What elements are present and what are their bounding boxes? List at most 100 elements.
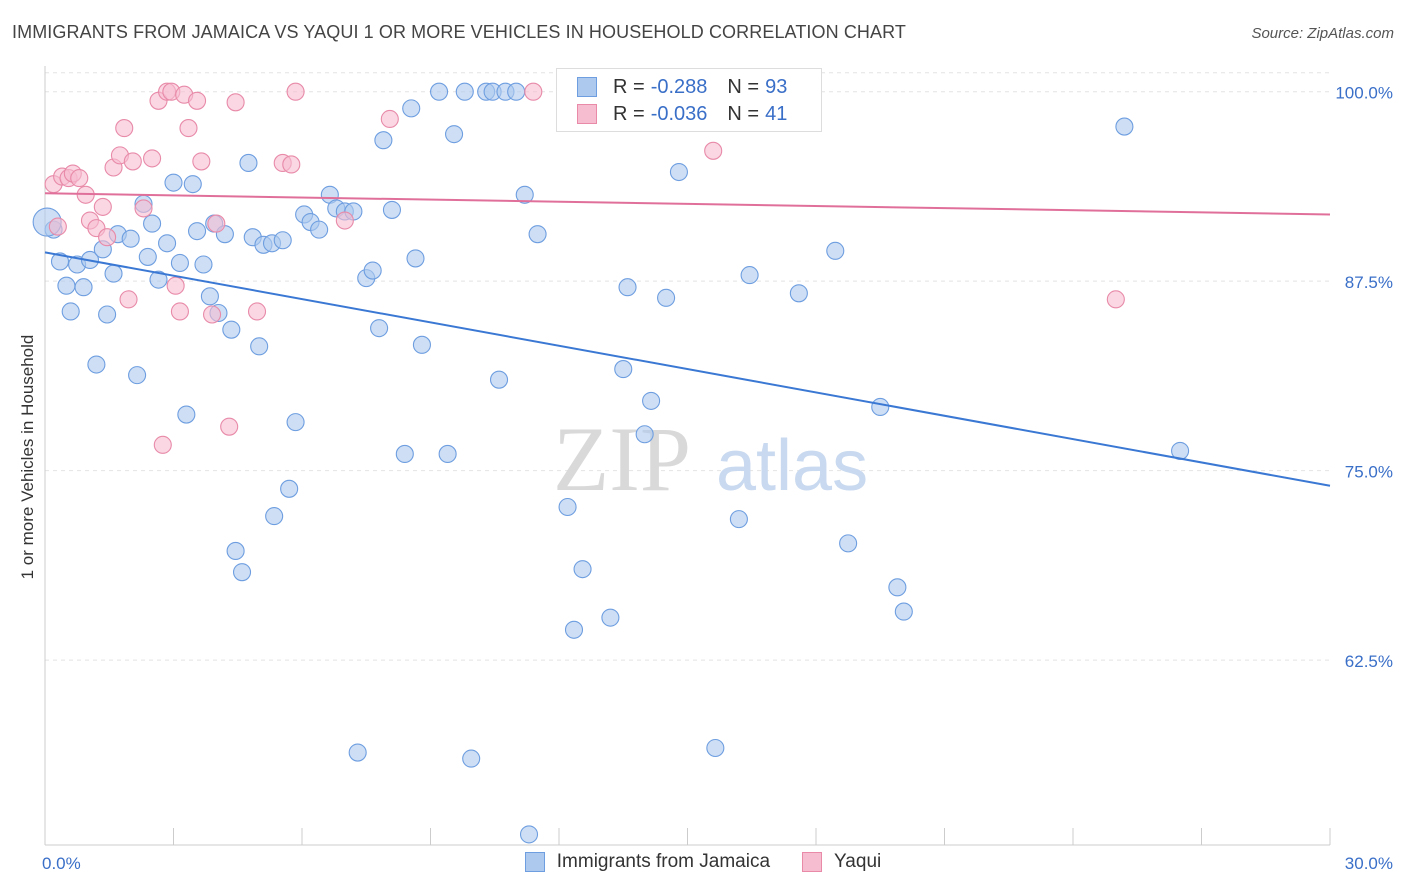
jamaica-point [507, 82, 526, 101]
data-points [32, 82, 1190, 844]
jamaica-point [370, 319, 389, 338]
jamaica-point [406, 249, 425, 268]
yaqui-point [335, 211, 354, 230]
jamaica-point [455, 82, 474, 101]
legend-row-yaqui: R = -0.036 N = 41 [577, 102, 787, 126]
chart-title: IMMIGRANTS FROM JAMAICA VS YAQUI 1 OR MO… [12, 22, 906, 42]
jamaica-point [519, 825, 539, 844]
legend-r-value: -0.036 [650, 102, 708, 125]
watermark: ZIP atlas [553, 408, 868, 510]
jamaica-point [273, 231, 292, 250]
legend-label-jamaica: Immigrants from Jamaica [556, 851, 771, 872]
legend-n-value: 41 [765, 102, 788, 125]
y-tick-label: 62.5% [1345, 652, 1393, 671]
y-tick-label: 87.5% [1345, 273, 1393, 292]
axis-labels: 62.5% 75.0% 87.5% 100.0% 0.0% 30.0% [42, 84, 1393, 873]
watermark-zip: ZIP [553, 408, 691, 510]
yaqui-point [115, 119, 134, 138]
jamaica-point [348, 743, 367, 762]
jamaica-point [164, 173, 183, 192]
stats-legend: R = -0.288 N = 93 R = -0.036 N = 41 [556, 68, 822, 132]
jamaica-point [528, 225, 547, 244]
jamaica-point [888, 578, 907, 597]
jamaica-point [232, 563, 252, 582]
jamaica-point [121, 229, 140, 248]
jamaica-point [614, 360, 633, 379]
jamaica-point [363, 261, 382, 280]
axes [44, 66, 1331, 846]
jamaica-point [149, 270, 168, 289]
jamaica-point [382, 200, 402, 219]
jamaica-point [894, 602, 913, 621]
legend-swatch-yaqui [577, 104, 597, 124]
jamaica-point [515, 185, 534, 204]
jamaica-point [57, 276, 76, 295]
yaqui-point [134, 199, 153, 218]
jamaica-point [706, 738, 725, 758]
jamaica-point [128, 366, 147, 385]
jamaica-point [74, 278, 93, 297]
x-tick-label: 30.0% [1345, 854, 1393, 873]
jamaica-point [430, 82, 449, 101]
legend-row-jamaica: R = -0.288 N = 93 [577, 75, 787, 99]
jamaica-point [871, 397, 890, 417]
jamaica-point [618, 278, 637, 297]
series-legend: Immigrants from Jamaica Yaqui [0, 851, 1406, 873]
jamaica-point [98, 305, 117, 324]
jamaica-point [573, 560, 592, 579]
jamaica-point [177, 405, 196, 424]
legend-n-label: N = [727, 102, 760, 125]
jamaica-point [395, 444, 414, 464]
yaqui-point [524, 82, 543, 101]
jamaica-point [657, 288, 676, 307]
yaqui-point [119, 290, 138, 309]
legend-n-label: N = [727, 75, 760, 98]
jamaica-point [194, 255, 213, 274]
jamaica-point [669, 162, 688, 182]
yaqui-point [170, 302, 189, 321]
jamaica-point [143, 214, 162, 233]
legend-item-jamaica[interactable]: Immigrants from Jamaica [524, 851, 771, 873]
jamaica-point [239, 153, 258, 172]
yaqui-point [704, 141, 723, 160]
jamaica-point [1115, 117, 1134, 136]
jamaica-point [188, 222, 207, 241]
jamaica-point [250, 337, 269, 356]
yaqui-point [70, 169, 89, 188]
yaqui-point [380, 109, 399, 129]
legend-r-value: -0.288 [650, 75, 708, 98]
yaqui-point [93, 197, 112, 216]
legend-item-yaqui[interactable]: Yaqui [802, 851, 881, 873]
yaqui-point [48, 217, 67, 236]
yaqui-point [1106, 290, 1125, 309]
legend-swatch-jamaica [577, 77, 597, 97]
jamaica-point [265, 507, 284, 526]
jamaica-point [462, 749, 481, 768]
jamaica-point [138, 247, 157, 266]
yaqui-point [247, 302, 267, 321]
legend-swatch-jamaica [524, 852, 545, 872]
jamaica-point [601, 608, 620, 627]
y-axis-label: 1 or more Vehicles in Household [18, 335, 37, 580]
jamaica-point [635, 425, 654, 444]
y-tick-label: 100.0% [1335, 84, 1393, 103]
jamaica-trend-line [44, 251, 1331, 487]
jamaica-point [183, 175, 202, 194]
yaqui-point [286, 82, 305, 101]
jamaica-point [226, 541, 245, 561]
jamaica-point [489, 370, 509, 389]
jamaica-point [170, 253, 189, 273]
legend-r-label: R = [613, 102, 645, 125]
legend-r-label: R = [613, 75, 645, 98]
jamaica-point [104, 264, 123, 283]
yaqui-point [192, 152, 211, 171]
jamaica-point [310, 220, 329, 239]
jamaica-point [412, 335, 431, 354]
jamaica-point [50, 252, 70, 271]
yaqui-point [226, 93, 245, 112]
yaqui-point [203, 305, 222, 324]
trend-lines [44, 192, 1331, 487]
jamaica-point [286, 413, 305, 432]
yaqui-point [166, 276, 185, 295]
